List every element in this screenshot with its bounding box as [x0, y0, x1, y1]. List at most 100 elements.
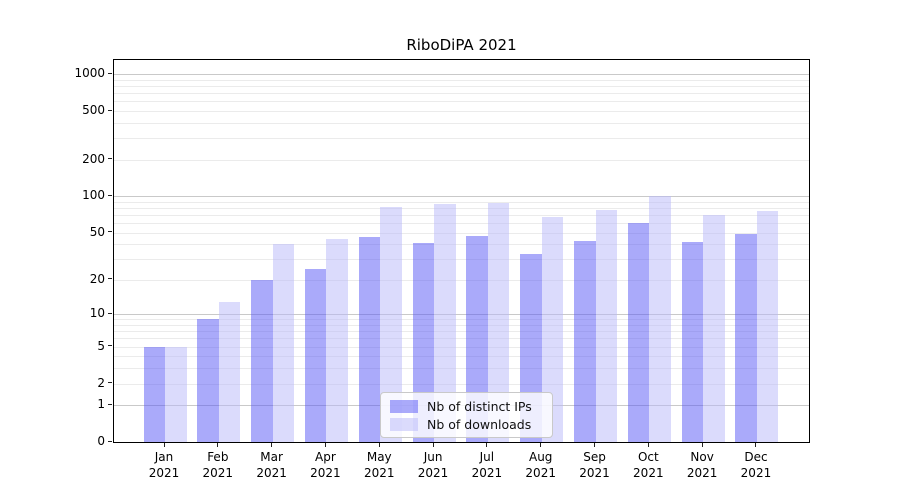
gridline-1000	[114, 74, 809, 76]
x-tick-label-May: May 2021	[363, 450, 395, 480]
gridline-60	[114, 223, 809, 225]
y-tick-label-10: 10	[89, 306, 105, 321]
y-tick-mark-20	[108, 278, 112, 280]
x-tick-mark-Apr	[324, 443, 326, 447]
bar-downloads-Mar	[272, 244, 295, 442]
gridline-9	[114, 319, 809, 321]
x-tick-mark-Jul	[486, 443, 488, 447]
x-tick-label-Mar: Mar 2021	[256, 450, 287, 480]
bar-ips-Dec	[735, 233, 757, 442]
gridline-900	[114, 79, 809, 81]
gridline-200	[114, 159, 809, 161]
bar-ips-Sep	[574, 240, 596, 442]
legend-label-downloads: Nb of downloads	[427, 416, 532, 432]
bar-ips-Nov	[681, 241, 704, 442]
gridline-10	[114, 314, 809, 316]
x-tick-label-Feb: Feb 2021	[202, 450, 234, 480]
y-tick-label-500: 500	[82, 103, 105, 118]
bars-layer	[114, 60, 809, 442]
gridline-20	[114, 279, 809, 281]
bar-ips-Oct	[627, 223, 650, 442]
y-tick-label-200: 200	[82, 151, 105, 166]
y-tick-label-0: 0	[97, 434, 105, 448]
x-tick-mark-Nov	[701, 443, 703, 447]
legend-swatch-downloads	[390, 417, 418, 431]
legend-item-distinct-ips: Nb of distinct IPs	[390, 398, 552, 414]
y-tick-mark-100	[108, 194, 112, 196]
gridline-800	[114, 86, 809, 88]
y-tick-label-1: 1	[97, 397, 105, 412]
gridline-50	[114, 232, 809, 234]
x-tick-label-Oct: Oct 2021	[633, 450, 664, 480]
plot-area: Nb of distinct IPs Nb of downloads	[113, 59, 810, 443]
bar-downloads-Jul	[487, 203, 510, 442]
legend: Nb of distinct IPs Nb of downloads	[380, 392, 553, 438]
gridline-80	[114, 208, 809, 210]
y-tick-mark-500	[108, 109, 112, 111]
y-tick-label-50: 50	[89, 224, 105, 239]
gridline-70	[114, 215, 809, 217]
gridline-6	[114, 338, 809, 340]
gridline-90	[114, 201, 809, 203]
y-tick-label-20: 20	[89, 271, 105, 286]
x-tick-label-Dec: Dec 2021	[740, 450, 772, 480]
gridline-40	[114, 244, 809, 246]
bar-ips-Jul	[466, 235, 488, 442]
y-tick-mark-50	[108, 231, 112, 233]
y-tick-mark-10	[108, 312, 112, 314]
bar-ips-Feb	[197, 319, 219, 442]
y-tick-mark-200	[108, 158, 112, 160]
gridline-600	[114, 101, 809, 103]
gridline-2	[114, 383, 809, 385]
gridline-100	[114, 196, 809, 198]
x-tick-mark-Sep	[594, 443, 596, 447]
gridline-700	[114, 93, 809, 95]
x-tick-label-Apr: Apr 2021	[310, 450, 341, 480]
bar-downloads-Oct	[649, 196, 671, 442]
gridline-4	[114, 356, 809, 358]
bar-downloads-Dec	[756, 211, 779, 442]
gridline-30	[114, 259, 809, 261]
bar-ips-Mar	[251, 279, 273, 442]
legend-label-distinct-ips: Nb of distinct IPs	[427, 398, 532, 414]
x-tick-mark-Jan	[163, 443, 165, 447]
y-tick-label-2: 2	[97, 375, 105, 390]
bar-downloads-Jun	[434, 204, 456, 442]
x-tick-label-Jun: Jun 2021	[417, 450, 449, 480]
x-tick-mark-Jun	[432, 443, 434, 447]
y-tick-mark-1000	[108, 72, 112, 74]
bar-downloads-Feb	[218, 301, 241, 442]
bar-ips-May	[358, 237, 381, 442]
bar-downloads-Aug	[541, 217, 564, 442]
chart-title: RiboDiPA 2021	[406, 36, 517, 54]
bar-downloads-Sep	[595, 210, 618, 442]
y-tick-label-1000: 1000	[74, 66, 105, 81]
x-tick-label-Jan: Jan 2021	[148, 450, 180, 480]
x-tick-mark-Oct	[647, 443, 649, 447]
y-tick-mark-0	[108, 440, 112, 442]
y-tick-label-5: 5	[97, 338, 105, 353]
x-tick-label-Jul: Jul 2021	[471, 450, 503, 480]
bar-ips-Jan	[143, 346, 165, 442]
x-tick-label-Sep: Sep 2021	[579, 450, 610, 480]
x-tick-mark-Feb	[217, 443, 219, 447]
legend-swatch-distinct-ips	[390, 399, 418, 413]
y-tick-mark-1	[108, 403, 112, 405]
y-tick-mark-5	[108, 345, 112, 347]
bar-downloads-Nov	[703, 215, 725, 442]
bar-downloads-Jan	[165, 346, 187, 442]
x-tick-mark-Dec	[755, 443, 757, 447]
gridline-300	[114, 138, 809, 140]
bar-downloads-Apr	[326, 239, 348, 442]
gridline-500	[114, 111, 809, 113]
gridline-7	[114, 331, 809, 333]
y-tick-label-100: 100	[82, 188, 105, 203]
x-tick-label-Aug: Aug 2021	[525, 450, 556, 480]
x-tick-mark-Aug	[540, 443, 542, 447]
bar-downloads-May	[380, 206, 402, 442]
bar-ips-Apr	[304, 268, 327, 442]
gridline-400	[114, 122, 809, 124]
y-tick-mark-2	[108, 382, 112, 383]
legend-item-downloads: Nb of downloads	[390, 416, 552, 432]
